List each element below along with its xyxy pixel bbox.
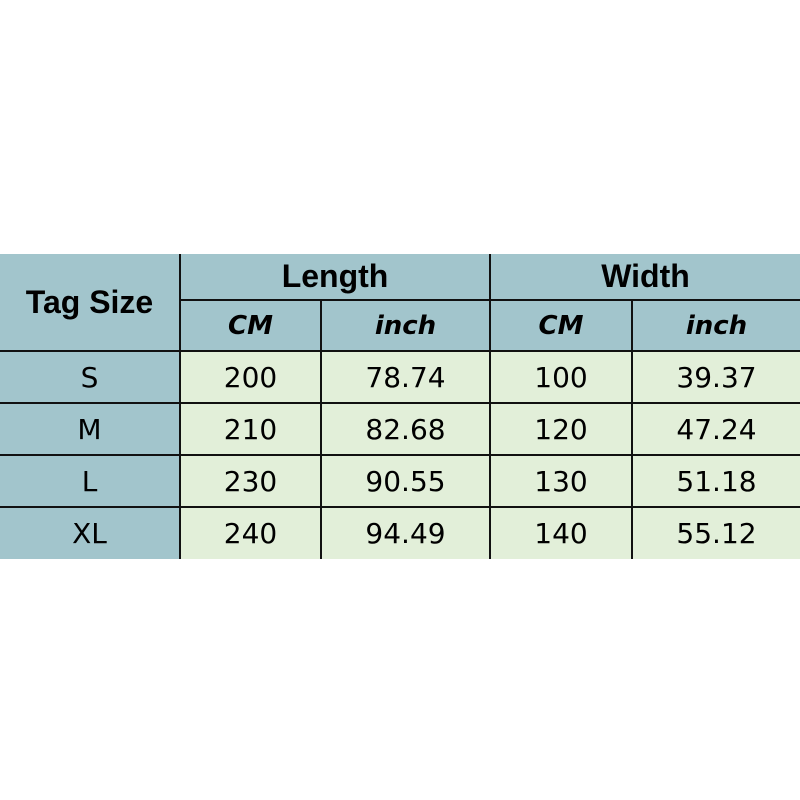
table-row: M 210 82.68 120 47.24	[0, 402, 800, 456]
table-row: XL 240 94.49 140 55.12	[0, 506, 800, 559]
width-header: Width	[489, 254, 800, 301]
tag-size-header: Tag Size	[0, 254, 181, 352]
size-cell: S	[0, 350, 181, 404]
value-cell: 240	[179, 506, 322, 559]
length-header: Length	[178, 254, 492, 301]
value-cell: 130	[489, 454, 634, 508]
value-cell: 140	[489, 506, 634, 559]
value-cell: 100	[489, 350, 634, 404]
value-cell: 210	[179, 402, 322, 456]
size-cell: L	[0, 454, 181, 508]
value-cell: 120	[489, 402, 634, 456]
unit-header: inch	[631, 299, 800, 352]
value-cell: 51.18	[631, 454, 800, 508]
value-cell: 94.49	[319, 506, 492, 559]
unit-header: CM	[489, 299, 634, 352]
value-cell: 230	[179, 454, 322, 508]
value-cell: 39.37	[631, 350, 800, 404]
value-cell: 47.24	[631, 402, 800, 456]
value-cell: 82.68	[319, 402, 492, 456]
value-cell: 90.55	[319, 454, 492, 508]
size-cell: M	[0, 402, 181, 456]
table-row: L 230 90.55 130 51.18	[0, 454, 800, 508]
value-cell: 200	[179, 350, 322, 404]
unit-header: inch	[319, 299, 492, 352]
size-cell: XL	[0, 506, 181, 559]
value-cell: 78.74	[319, 350, 492, 404]
table-row: S 200 78.74 100 39.37	[0, 350, 800, 404]
value-cell: 55.12	[631, 506, 800, 559]
unit-header: CM	[180, 299, 322, 352]
